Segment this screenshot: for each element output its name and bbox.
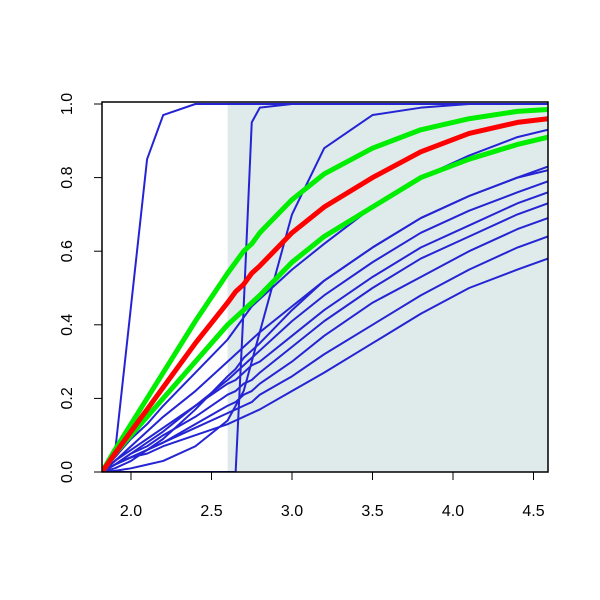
series-line (102, 257, 548, 472)
x-tick-label: 4.5 (522, 503, 544, 520)
x-tick-label: 3.0 (281, 503, 303, 520)
series-line (102, 116, 548, 472)
y-tick-label: 0.2 (59, 387, 76, 409)
shaded-region (227, 102, 549, 472)
x-tick-label: 2.0 (120, 503, 142, 520)
y-tick-label: 0.8 (59, 166, 76, 188)
x-tick-label: 4.0 (442, 503, 464, 520)
y-tick-label: 0.0 (59, 461, 76, 483)
series-line (102, 103, 548, 472)
x-tick-label: 3.5 (361, 503, 383, 520)
x-tick-label: 2.5 (200, 503, 222, 520)
plot-frame (101, 101, 549, 473)
series-line (102, 180, 548, 472)
plot-area (102, 103, 548, 472)
series-line (102, 107, 548, 472)
series-line (102, 134, 548, 472)
series-line (102, 202, 548, 472)
series-line (102, 103, 548, 472)
y-tick-label: 0.6 (59, 240, 76, 262)
y-tick-label: 0.4 (59, 314, 76, 336)
y-tick-label: 1.0 (59, 93, 76, 115)
series-line (102, 235, 548, 472)
series-line (102, 191, 548, 472)
